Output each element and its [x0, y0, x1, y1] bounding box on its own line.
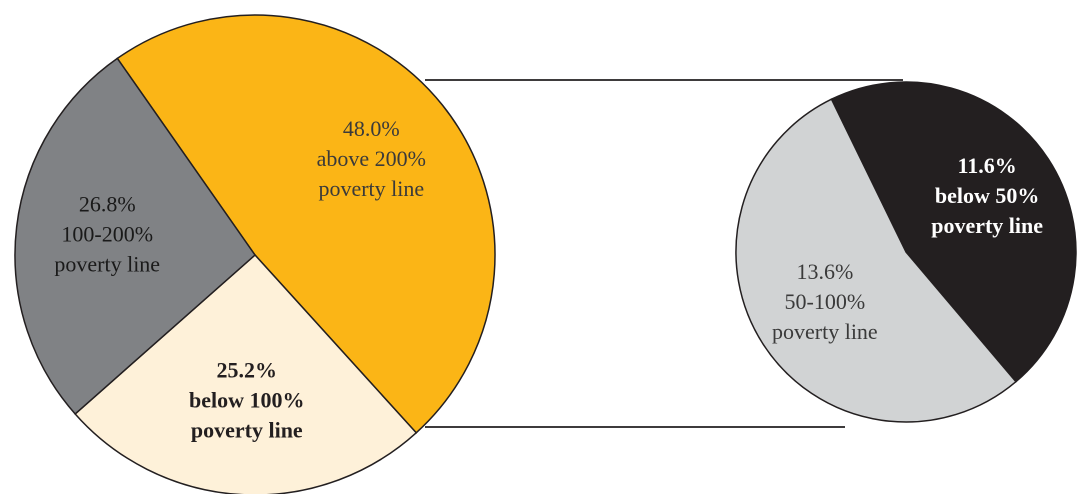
main-pie-label-0: 48.0% above 200% poverty line	[317, 116, 426, 201]
main-pie-label-2-line-2: poverty line	[54, 251, 160, 276]
main-pie-label-2-line-0: 26.8%	[79, 191, 136, 216]
main-pie: 48.0% above 200% poverty line 25.2% below 10…	[14, 14, 496, 494]
main-pie-label-1-line-2: poverty line	[191, 418, 303, 443]
main-pie-slice-2	[14, 57, 256, 416]
detail-pie-label-0: 11.6% below 50% poverty line	[931, 153, 1043, 238]
main-pie-label-1-line-1: below 100%	[189, 388, 305, 413]
detail-pie-slice-0	[830, 81, 1077, 383]
detail-pie-label-1-line-2: poverty line	[772, 319, 878, 344]
main-pie-slice-1	[74, 253, 418, 494]
main-pie-label-1-line-0: 25.2%	[217, 358, 278, 383]
detail-pie-label-1-line-1: 50-100%	[785, 289, 866, 314]
main-pie-label-0-line-1: above 200%	[317, 146, 426, 171]
main-pie-label-0-line-2: poverty line	[318, 176, 424, 201]
detail-pie-label-0-line-0: 11.6%	[957, 153, 1016, 178]
main-pie-label-0-line-0: 48.0%	[343, 116, 400, 141]
main-pie-label-2: 26.8% 100-200% poverty line	[54, 191, 160, 276]
detail-pie: 11.6% below 50% poverty line 13.6% 50-100% po…	[735, 81, 1077, 423]
connector-lines	[425, 79, 903, 428]
detail-pie-label-1-line-0: 13.6%	[796, 259, 853, 284]
main-pie-label-1: 25.2% below 100% poverty line	[189, 358, 305, 443]
detail-pie-slice-1	[735, 98, 1017, 423]
detail-pie-label-0-line-2: poverty line	[931, 213, 1043, 238]
main-pie-slice-0	[116, 14, 496, 434]
detail-pie-label-0-line-1: below 50%	[935, 183, 1040, 208]
main-pie-label-2-line-1: 100-200%	[61, 221, 153, 246]
detail-pie-label-1: 13.6% 50-100% poverty line	[772, 259, 878, 344]
